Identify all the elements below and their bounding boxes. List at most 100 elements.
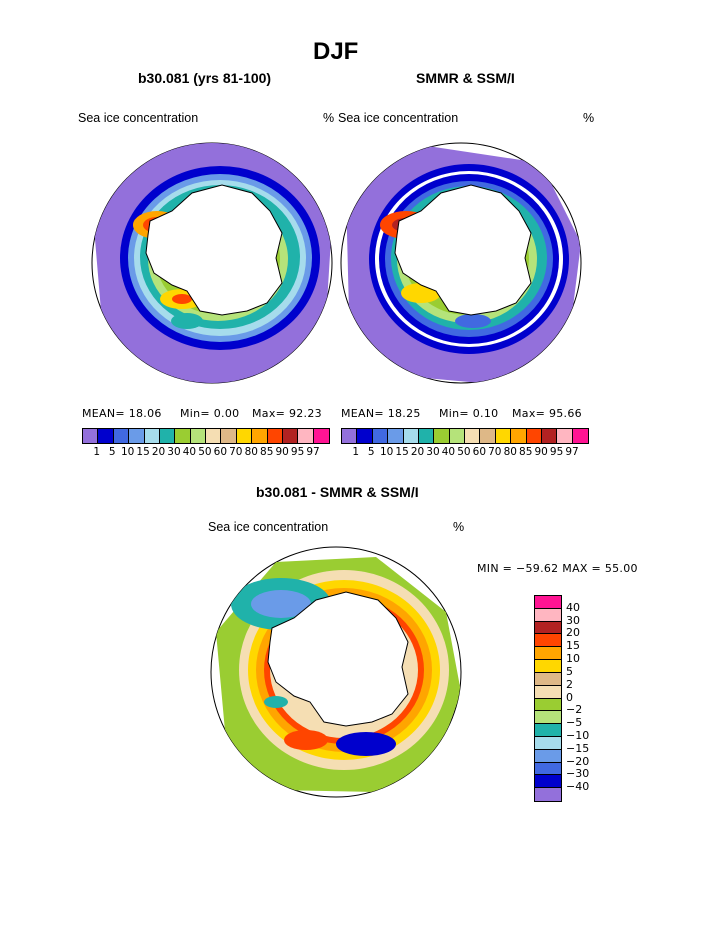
difference-colorbar — [534, 595, 562, 802]
difference-colorbar-swatch — [535, 685, 561, 699]
left-mean: MEAN= 18.06 — [82, 407, 162, 420]
left-colorbar-swatch — [236, 429, 253, 443]
right-colorbar-swatch — [434, 429, 450, 443]
right-var-label: Sea ice concentration — [338, 111, 459, 125]
left-colorbar-swatch — [113, 429, 130, 443]
right-colorbar-tick-label: 40 — [441, 446, 456, 458]
difference-colorbar-tick-label: −5 — [566, 716, 583, 730]
antarctica-coastline — [145, 184, 283, 316]
difference-colorbar-tick-label: −40 — [566, 780, 590, 794]
left-min: Min= 0.00 — [180, 407, 240, 420]
left-colorbar-tick-label: 85 — [260, 446, 274, 458]
right-colorbar-tick-label: 80 — [503, 446, 517, 458]
left-colorbar-swatch — [206, 429, 222, 443]
right-colorbar-tick-label: 30 — [426, 446, 440, 458]
left-panel-title: b30.081 (yrs 81-100) — [138, 70, 272, 86]
left-colorbar-swatch — [190, 429, 206, 443]
right-mean: MEAN= 18.25 — [341, 407, 421, 420]
right-colorbar-swatch — [480, 429, 496, 443]
left-colorbar-tick-label: 60 — [213, 446, 228, 458]
left-colorbar-tick-label: 95 — [290, 446, 305, 458]
left-colorbar-tick-label: 97 — [306, 446, 320, 458]
right-colorbar-swatch — [541, 429, 558, 443]
left-colorbar-tick-label: 1 — [93, 446, 101, 458]
right-colorbar-tick-label: 15 — [395, 446, 409, 458]
difference-colorbar-tick-label: −2 — [566, 703, 583, 717]
right-colorbar-swatch — [526, 429, 542, 443]
left-colorbar-swatch — [313, 429, 329, 443]
difference-colorbar-tick-label: −30 — [566, 767, 590, 781]
left-colorbar-swatch — [267, 429, 283, 443]
right-colorbar-swatch — [372, 429, 389, 443]
difference-colorbar-swatch — [535, 724, 561, 737]
right-colorbar-swatch — [403, 429, 419, 443]
left-colorbar-swatch — [159, 429, 176, 443]
left-colorbar-tick-label: 20 — [151, 446, 166, 458]
right-colorbar-swatch — [342, 429, 358, 443]
left-colorbar-tick-label: 70 — [229, 446, 243, 458]
difference-colorbar-swatch — [535, 660, 561, 673]
right-colorbar-tick-label: 10 — [379, 446, 394, 458]
difference-colorbar-swatch — [535, 749, 561, 763]
left-colorbar-swatch — [129, 429, 145, 443]
left-colorbar-swatch — [175, 429, 191, 443]
difference-colorbar-swatch — [535, 634, 561, 648]
right-colorbar-tick-label: 95 — [549, 446, 564, 458]
difference-colorbar-swatch — [535, 775, 561, 789]
right-unit-right: % — [583, 111, 595, 125]
left-colorbar-tick-label: 5 — [108, 446, 116, 458]
page-title: DJF — [313, 38, 359, 65]
difference-colorbar-swatch — [535, 711, 561, 725]
diff-var-label: Sea ice concentration — [208, 520, 329, 534]
left-colorbar-swatch — [282, 429, 299, 443]
right-colorbar-swatch — [418, 429, 435, 443]
difference-map — [210, 546, 462, 798]
difference-colorbar-tick-label: 10 — [566, 652, 580, 666]
left-colorbar-ticks: 1 5 10 15 20 30 40 50 60 70 80 85 90 95 97 — [89, 446, 321, 458]
difference-colorbar-swatch — [535, 596, 561, 609]
right-colorbar-tick-label: 1 — [352, 446, 360, 458]
left-colorbar-swatch — [144, 429, 160, 443]
right-max: Max= 95.66 — [512, 407, 582, 420]
right-colorbar-swatch — [511, 429, 527, 443]
difference-colorbar-tick-label: 0 — [566, 690, 573, 704]
right-sea-ice-map — [340, 142, 582, 384]
diff-panel-title: b30.081 - SMMR & SSM/I — [256, 484, 419, 500]
left-colorbar — [82, 428, 330, 444]
diff-minmax: MIN = −59.62 MAX = 55.00 — [477, 562, 638, 575]
difference-colorbar-tick-label: 40 — [566, 600, 580, 614]
left-colorbar-swatch — [221, 429, 237, 443]
right-colorbar-tick-label: 20 — [410, 446, 425, 458]
left-max: Max= 92.23 — [252, 407, 322, 420]
difference-colorbar-tick-label: 5 — [566, 664, 573, 678]
difference-colorbar-tick-label: −10 — [566, 728, 590, 742]
left-colorbar-swatch — [83, 429, 99, 443]
left-colorbar-tick-label: 90 — [275, 446, 289, 458]
right-colorbar-swatch — [557, 429, 573, 443]
right-panel-title: SMMR & SSM/I — [416, 70, 515, 86]
difference-colorbar-swatch — [535, 736, 561, 750]
right-colorbar-swatch — [465, 429, 481, 443]
left-var-label: Sea ice concentration — [78, 111, 199, 125]
antarctica-coastline — [394, 184, 532, 316]
difference-colorbar-tick-label: 30 — [566, 613, 580, 627]
diff-unit: % — [453, 520, 465, 534]
right-colorbar-swatch — [572, 429, 588, 443]
left-sea-ice-map — [91, 142, 333, 384]
right-colorbar-tick-label: 70 — [488, 446, 502, 458]
right-min: Min= 0.10 — [439, 407, 499, 420]
difference-colorbar-swatch — [535, 762, 561, 776]
right-colorbar-ticks: 1 5 10 15 20 30 40 50 60 70 80 85 90 95 97 — [348, 446, 580, 458]
left-colorbar-tick-label: 10 — [120, 446, 135, 458]
right-colorbar-tick-label: 85 — [519, 446, 533, 458]
left-colorbar-swatch — [252, 429, 268, 443]
left-colorbar-tick-label: 50 — [198, 446, 212, 458]
difference-colorbar-swatch — [535, 672, 561, 686]
difference-colorbar-swatch — [535, 788, 561, 801]
left-colorbar-tick-label: 80 — [244, 446, 258, 458]
antarctica-coastline — [267, 591, 409, 727]
difference-colorbar-swatch — [535, 647, 561, 661]
difference-colorbar-swatch — [535, 621, 561, 635]
difference-colorbar-swatch — [535, 608, 561, 622]
right-colorbar-swatch — [495, 429, 512, 443]
